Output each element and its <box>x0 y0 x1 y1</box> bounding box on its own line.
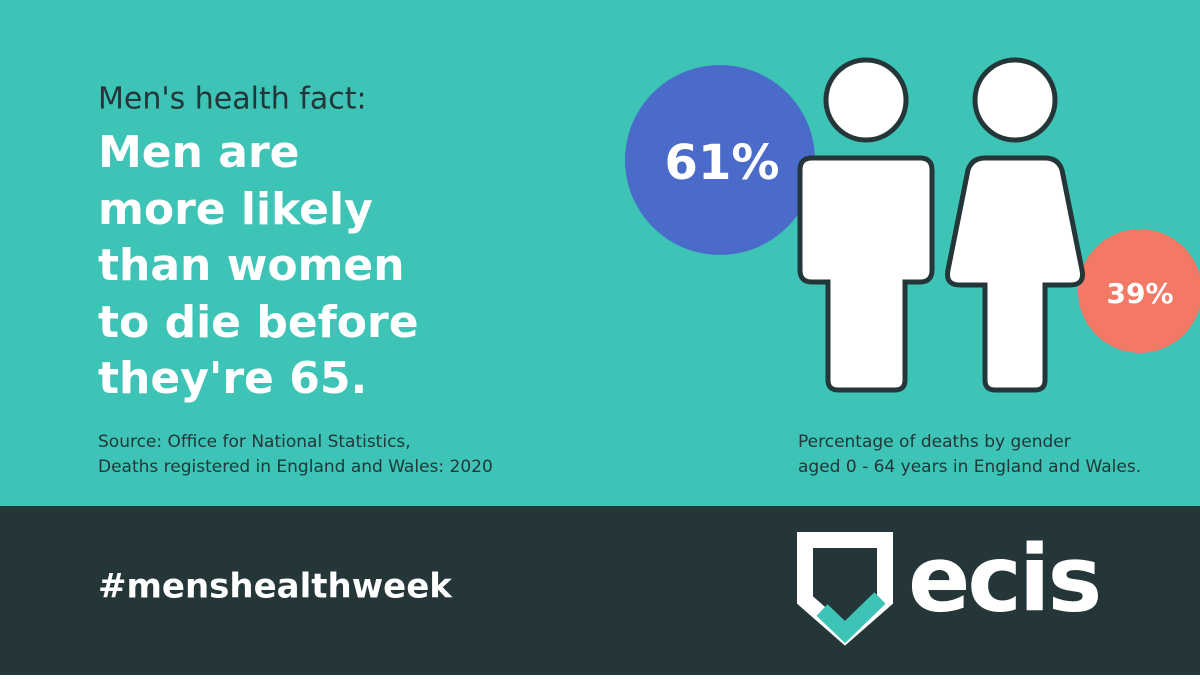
source-line: Source: Office for National Statistics, <box>98 432 411 452</box>
men-stat: 61% <box>665 135 780 191</box>
woman-figure <box>945 57 1085 393</box>
headline-line: more likely <box>98 184 373 235</box>
men-circle <box>625 65 815 255</box>
source-line: Deaths registered in England and Wales: … <box>98 457 493 477</box>
footer-panel <box>0 506 1200 675</box>
logo-text: ecis <box>908 525 1099 632</box>
caption-line: aged 0 - 64 years in England and Wales. <box>798 457 1141 477</box>
kicker: Men's health fact: <box>98 82 367 117</box>
logo-shield <box>797 532 893 646</box>
women-stat: 39% <box>1106 277 1173 310</box>
headline-line: than women <box>98 240 405 291</box>
man-figure <box>797 57 935 393</box>
headline-line: to die before <box>98 297 419 348</box>
caption-line: Percentage of deaths by gender <box>798 432 1071 452</box>
women-circle <box>1078 229 1200 353</box>
headline-line: they're 65. <box>98 353 367 404</box>
headline-line: Men are <box>98 127 300 178</box>
hashtag: #menshealthweek <box>98 567 453 607</box>
